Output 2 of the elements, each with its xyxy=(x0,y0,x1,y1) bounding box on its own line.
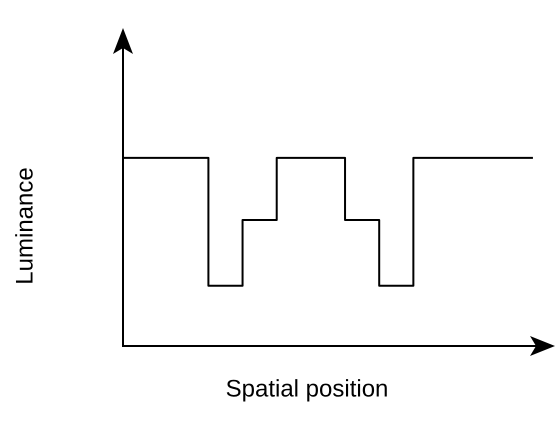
x-axis-title: Spatial position xyxy=(226,376,388,403)
y-axis-title: Luminance xyxy=(12,167,39,285)
